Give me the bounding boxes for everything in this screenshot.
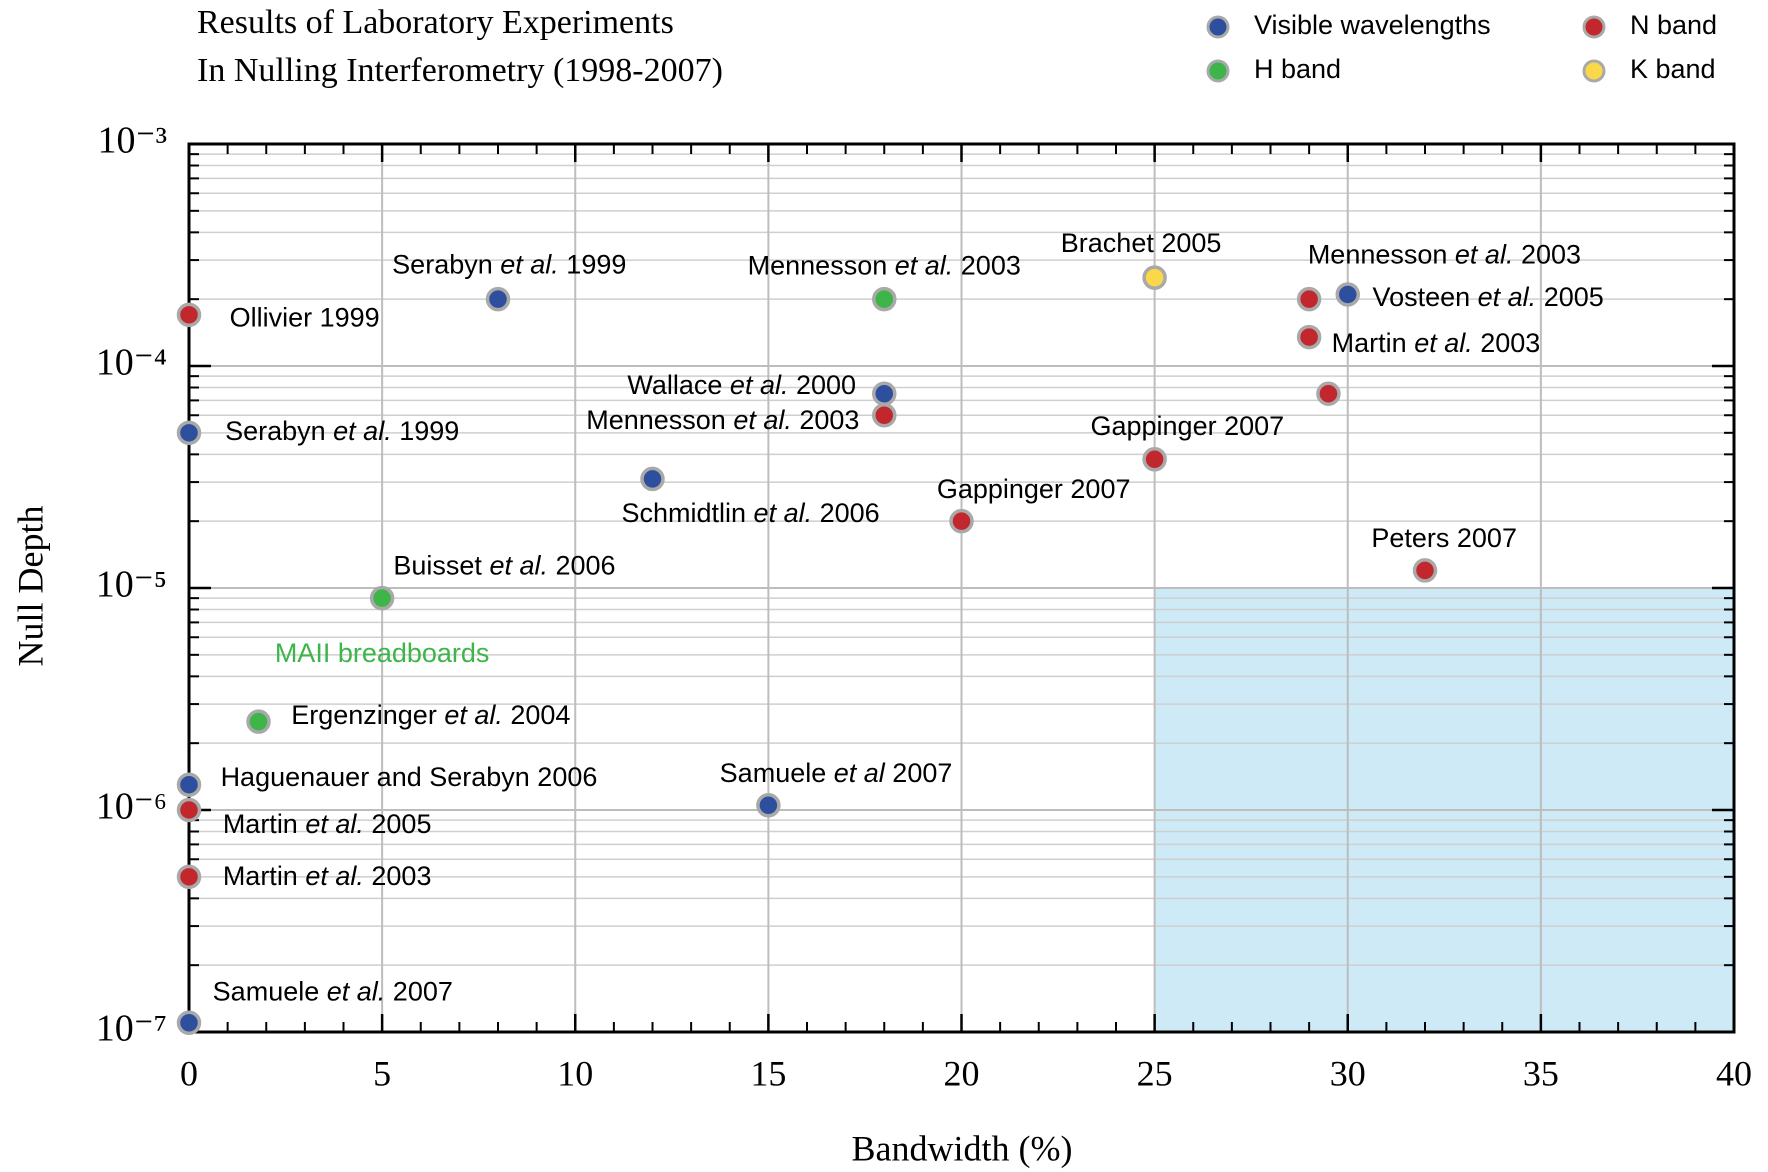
- x-tick-label: 0: [180, 1053, 198, 1093]
- data-point: [1335, 282, 1360, 307]
- point-label: Martin et al. 2003: [1332, 328, 1541, 358]
- point-label: Peters 2007: [1371, 523, 1517, 553]
- legend-label: H band: [1254, 54, 1341, 84]
- data-point: [246, 709, 271, 734]
- data-point: [640, 466, 665, 492]
- data-point: [872, 403, 897, 428]
- point-label: Ergenzinger et al. 2004: [291, 700, 570, 730]
- point-label: Samuele et al 2007: [720, 758, 953, 788]
- chart-title: Results of Laboratory Experiments: [197, 4, 674, 41]
- chart-title: In Nulling Interferometry (1998-2007): [197, 52, 723, 89]
- y-tick-label: 10⁻⁵: [96, 564, 167, 606]
- data-point: [1316, 381, 1341, 406]
- data-point: [176, 797, 202, 823]
- legend-marker: [1582, 59, 1606, 83]
- point-label: Wallace et al. 2000: [627, 370, 856, 400]
- y-tick-label: 10⁻⁷: [96, 1008, 167, 1050]
- data-point: [1296, 324, 1322, 350]
- legend-label: N band: [1630, 10, 1717, 40]
- legend-label: Visible wavelengths: [1254, 10, 1491, 40]
- point-label: Schmidtlin et al. 2006: [622, 498, 880, 528]
- legend-marker: [1206, 59, 1230, 83]
- data-point: [176, 772, 202, 797]
- point-label: Vosteen et al. 2005: [1373, 282, 1604, 312]
- point-label: Ollivier 1999: [230, 302, 380, 332]
- point-label: Gappinger 2007: [937, 474, 1131, 504]
- data-point: [1412, 558, 1438, 583]
- x-tick-label: 20: [944, 1053, 980, 1093]
- data-point: [756, 793, 781, 818]
- data-point: [369, 585, 395, 611]
- x-tick-label: 40: [1716, 1053, 1752, 1093]
- plot-frame: [187, 142, 1736, 1034]
- annotation: MAII breadboards: [275, 638, 490, 668]
- point-label: Mennesson et al. 2003: [586, 405, 859, 435]
- x-tick-label: 30: [1330, 1053, 1366, 1093]
- data-point: [1142, 265, 1167, 290]
- data-point: [176, 302, 202, 328]
- data-point: [176, 420, 202, 446]
- point-label: Brachet 2005: [1061, 228, 1222, 258]
- legend-label: K band: [1630, 54, 1716, 84]
- point-label: Mennesson et al. 2003: [1308, 239, 1581, 269]
- data-point: [1142, 447, 1167, 472]
- point-label: Buisset et al. 2006: [393, 551, 615, 581]
- point-label: Serabyn et al. 1999: [225, 416, 459, 446]
- data-point: [485, 286, 511, 312]
- y-tick-label: 10⁻⁶: [96, 786, 167, 828]
- point-label: Samuele et al. 2007: [213, 977, 453, 1007]
- x-tick-label: 10: [557, 1053, 593, 1093]
- point-label: Haguenauer and Serabyn 2006: [221, 762, 598, 792]
- data-point: [872, 381, 897, 406]
- data-point: [1296, 286, 1322, 312]
- data-point: [176, 1010, 202, 1036]
- point-label: Martin et al. 2003: [223, 861, 432, 891]
- x-tick-label: 5: [373, 1053, 391, 1093]
- x-tick-label: 15: [750, 1053, 786, 1093]
- y-tick-label: 10⁻³: [98, 120, 167, 162]
- point-label: Martin et al. 2005: [223, 809, 432, 839]
- legend-marker: [1206, 15, 1230, 39]
- x-axis-label: Bandwidth (%): [852, 1128, 1073, 1168]
- data-point: [872, 286, 897, 312]
- point-label: Gappinger 2007: [1090, 411, 1284, 441]
- legend-marker: [1582, 15, 1606, 39]
- y-axis-label: Null Depth: [10, 506, 50, 667]
- point-label: Mennesson et al. 2003: [748, 251, 1021, 281]
- data-point: [949, 508, 974, 534]
- y-tick-label: 10⁻⁴: [96, 342, 167, 384]
- x-tick-label: 35: [1523, 1053, 1559, 1093]
- data-point: [176, 864, 202, 890]
- x-tick-label: 25: [1137, 1053, 1173, 1093]
- point-label: Serabyn et al. 1999: [392, 250, 626, 280]
